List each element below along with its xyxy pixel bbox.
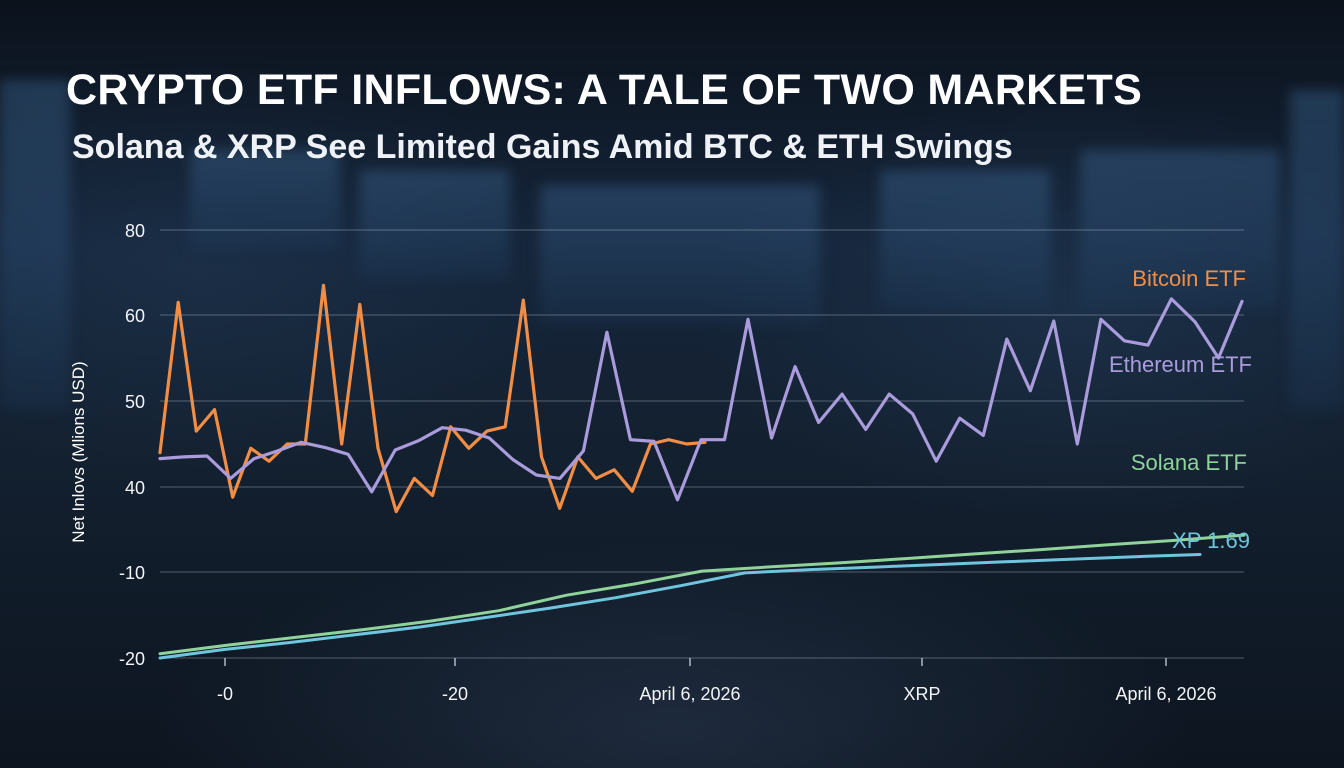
background-monitor xyxy=(880,170,1050,310)
xp-1-69-line xyxy=(158,553,1202,660)
solana-etf-label: Solana ETF xyxy=(1131,450,1247,475)
y-tick-label: 60 xyxy=(125,306,145,326)
bitcoin-etf-label: Bitcoin ETF xyxy=(1132,266,1246,291)
bitcoin-etf-line xyxy=(158,283,707,514)
background-monitor xyxy=(540,185,820,325)
series-labels: Bitcoin ETF Ethereum ETF Solana ETF XP 1.69 xyxy=(1109,266,1252,553)
ethereum-etf-label: Ethereum ETF xyxy=(1109,352,1252,377)
background-monitor xyxy=(190,150,340,250)
y-axis-label: Net Inlovs (Mlions USD) xyxy=(69,361,88,542)
y-tick-label: -20 xyxy=(119,649,145,669)
x-tick-label: -20 xyxy=(442,684,468,704)
y-tick-label: 50 xyxy=(125,392,145,412)
xp-1-69-label: XP 1.69 xyxy=(1172,528,1250,553)
x-tick-label: April 6, 2026 xyxy=(1115,684,1216,704)
chart-series xyxy=(158,283,1246,660)
solana-etf-line xyxy=(158,533,1246,656)
y-tick-label: 80 xyxy=(125,221,145,241)
chart-title: CRYPTO ETF INFLOWS: A TALE OF TWO MARKET… xyxy=(66,66,1143,114)
x-tick-label: -0 xyxy=(217,684,233,704)
y-tick-label: -10 xyxy=(119,563,145,583)
ethereum-etf-line xyxy=(158,297,1244,502)
chart-grid xyxy=(160,229,1244,659)
chart-subtitle: Solana & XRP See Limited Gains Amid BTC … xyxy=(72,128,1013,166)
x-tick-label: XRP xyxy=(903,684,940,704)
x-tick-label: April 6, 2026 xyxy=(639,684,740,704)
y-axis-ticks: 80 60 50 40 -10 -20 xyxy=(119,221,145,669)
y-tick-label: 40 xyxy=(125,478,145,498)
background-monitor xyxy=(0,80,70,410)
background-monitor xyxy=(1080,150,1280,310)
x-axis-ticks: -0 -20 April 6, 2026 XRP April 6, 2026 xyxy=(217,658,1217,704)
background-monitor xyxy=(1290,90,1344,410)
background-monitor xyxy=(360,170,510,280)
